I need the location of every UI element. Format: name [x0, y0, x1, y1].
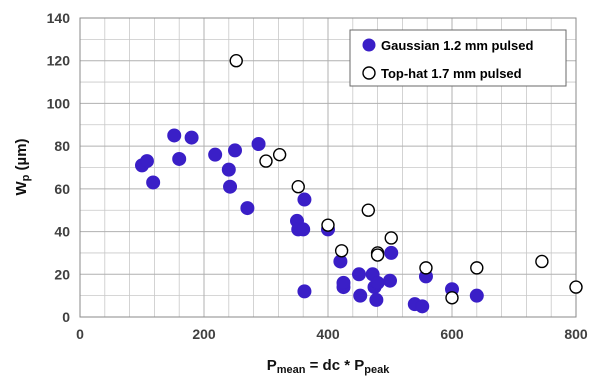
- tophat-data-point: [321, 218, 335, 232]
- gaussian-data-point: [296, 222, 311, 237]
- gaussian-data-point: [172, 151, 187, 166]
- tophat-data-point: [445, 291, 459, 305]
- gaussian-data-point: [415, 299, 430, 314]
- gaussian-data-point: [297, 284, 312, 299]
- gaussian-data-point: [297, 192, 312, 207]
- gaussian-data-point: [469, 288, 484, 303]
- x-tick-label: 0: [76, 326, 84, 342]
- plot-area-frame: [79, 17, 577, 318]
- y-tick-label: 80: [54, 138, 70, 154]
- tophat-data-point: [419, 261, 433, 275]
- gaussian-data-point: [139, 154, 154, 169]
- gaussian-data-point: [184, 130, 199, 145]
- tophat-data-point: [470, 261, 484, 275]
- gaussian-data-point: [384, 245, 399, 260]
- tophat-data-point: [291, 180, 305, 194]
- gaussian-data-point: [353, 288, 368, 303]
- tophat-data-point: [569, 280, 583, 294]
- gaussian-data-point: [208, 147, 223, 162]
- y-tick-label: 40: [54, 224, 70, 240]
- x-tick-label: 600: [440, 326, 464, 342]
- y-axis-title: Wp (µm): [13, 138, 32, 195]
- tophat-data-point: [370, 248, 385, 262]
- tophat-data-point: [535, 254, 549, 269]
- tophat-data-point: [272, 147, 287, 162]
- y-axis-tick-labels: 0 20 40 60 80 100 120 140: [47, 10, 71, 325]
- tophat-data-point: [259, 154, 273, 168]
- legend-box: [349, 29, 567, 87]
- y-tick-label: 100: [47, 95, 71, 111]
- x-axis-title: Pmean = dc * Ppeak: [267, 357, 391, 376]
- x-tick-label: 400: [316, 326, 340, 342]
- gaussian-data-point: [370, 275, 385, 290]
- gaussian-data-point: [352, 267, 366, 282]
- legend-label-gaussian: Gaussian 1.2 mm pulsed: [381, 38, 534, 53]
- y-tick-label: 60: [54, 181, 70, 197]
- legend: Gaussian 1.2 mm pulsed Top-hat 1.7 mm pu…: [349, 29, 567, 87]
- x-axis-tick-labels: 0 200 400 600 800: [76, 326, 588, 342]
- gaussian-data-point: [228, 143, 242, 158]
- gaussian-data-point: [221, 162, 236, 177]
- gaussian-data-point: [369, 292, 384, 307]
- x-tick-label: 200: [192, 326, 216, 342]
- y-tick-label: 20: [54, 266, 70, 282]
- gaussian-data-point: [336, 275, 351, 290]
- tophat-data-point: [334, 244, 349, 258]
- tophat-data-point: [384, 231, 398, 245]
- gaussian-data-point: [223, 179, 238, 194]
- legend-label-tophat: Top-hat 1.7 mm pulsed: [381, 66, 522, 81]
- gaussian-data-point: [251, 137, 266, 152]
- gaussian-data-point: [383, 273, 397, 288]
- data-points: [135, 54, 583, 314]
- y-tick-label: 140: [47, 10, 71, 26]
- legend-marker-tophat: [362, 66, 376, 80]
- gaussian-data-point: [167, 128, 182, 143]
- y-tick-label: 120: [47, 53, 71, 69]
- tophat-data-point: [229, 54, 243, 68]
- gaussian-data-point: [240, 201, 255, 216]
- legend-marker-gaussian: [362, 38, 376, 52]
- x-tick-label: 800: [564, 326, 588, 342]
- tophat-data-point: [361, 203, 375, 217]
- y-tick-label: 0: [62, 309, 70, 325]
- gaussian-data-point: [146, 175, 161, 190]
